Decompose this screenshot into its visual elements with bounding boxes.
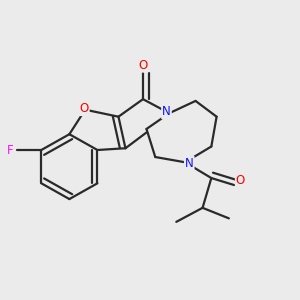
Text: O: O [236, 174, 245, 187]
Text: N: N [185, 157, 194, 170]
Text: F: F [7, 143, 14, 157]
Text: O: O [80, 102, 89, 115]
Text: O: O [138, 59, 148, 72]
Text: N: N [162, 105, 171, 118]
